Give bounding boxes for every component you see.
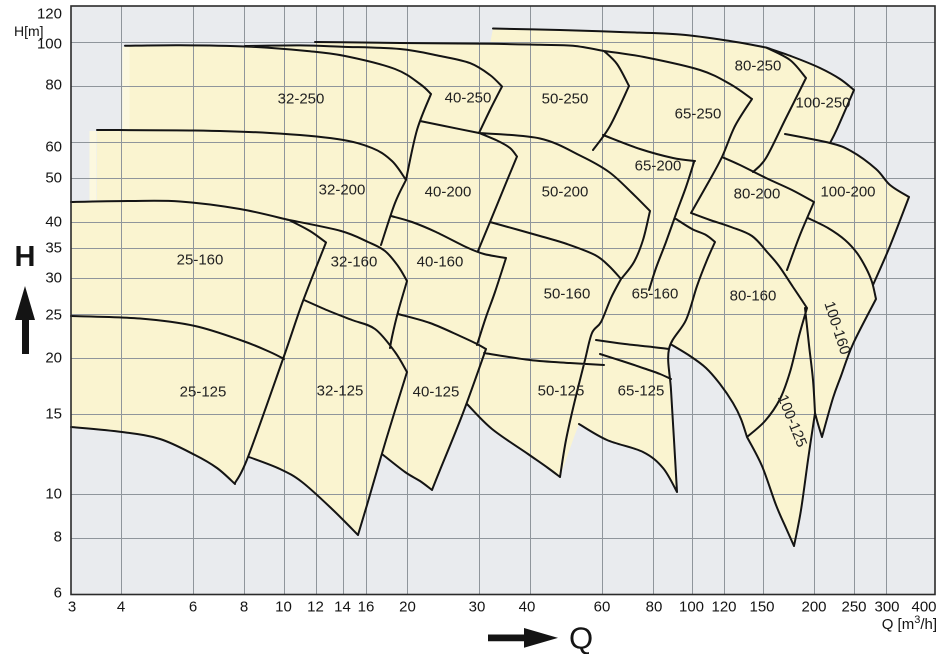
svg-text:3: 3 [68, 599, 76, 616]
svg-text:20: 20 [45, 350, 62, 367]
svg-text:50: 50 [45, 170, 62, 187]
svg-text:25-160: 25-160 [177, 252, 224, 269]
svg-text:80: 80 [646, 599, 663, 616]
svg-text:150: 150 [749, 599, 774, 616]
svg-text:50-125: 50-125 [538, 383, 585, 400]
svg-text:65-200: 65-200 [635, 158, 682, 175]
svg-text:50-250: 50-250 [542, 91, 589, 108]
svg-text:40: 40 [519, 599, 536, 616]
svg-text:H: H [15, 241, 36, 273]
svg-text:6: 6 [189, 599, 197, 616]
svg-text:6: 6 [54, 585, 62, 602]
svg-text:100: 100 [37, 36, 62, 53]
svg-text:50-160: 50-160 [544, 286, 591, 303]
svg-text:100-200: 100-200 [820, 184, 875, 201]
svg-text:400: 400 [911, 599, 936, 616]
svg-text:10: 10 [45, 486, 62, 503]
svg-text:35: 35 [45, 240, 62, 257]
svg-text:40-200: 40-200 [425, 184, 472, 201]
svg-text:10: 10 [275, 599, 292, 616]
svg-text:80: 80 [45, 77, 62, 94]
svg-text:100: 100 [679, 599, 704, 616]
svg-text:40-250: 40-250 [445, 90, 492, 107]
svg-text:80-250: 80-250 [735, 58, 782, 75]
svg-text:65-125: 65-125 [618, 383, 665, 400]
svg-text:50-200: 50-200 [542, 184, 589, 201]
svg-text:65-250: 65-250 [675, 106, 722, 123]
svg-text:32-200: 32-200 [319, 182, 366, 199]
svg-text:8: 8 [54, 529, 62, 546]
svg-text:100-250: 100-250 [795, 95, 850, 112]
svg-text:80-160: 80-160 [730, 288, 777, 305]
svg-text:16: 16 [358, 599, 375, 616]
svg-text:25: 25 [45, 307, 62, 324]
svg-text:32-250: 32-250 [278, 91, 325, 108]
svg-text:8: 8 [240, 599, 248, 616]
svg-text:40-125: 40-125 [413, 384, 460, 401]
svg-text:250: 250 [841, 599, 866, 616]
svg-text:4: 4 [117, 599, 125, 616]
svg-text:120: 120 [37, 6, 62, 23]
svg-text:60: 60 [45, 139, 62, 156]
svg-text:32-125: 32-125 [317, 383, 364, 400]
svg-text:200: 200 [801, 599, 826, 616]
svg-text:Q [m3/h]: Q [m3/h] [882, 614, 937, 633]
svg-text:80-200: 80-200 [734, 186, 781, 203]
svg-text:Q: Q [569, 621, 593, 655]
svg-text:40: 40 [45, 214, 62, 231]
svg-text:30: 30 [45, 270, 62, 287]
svg-text:H[m]: H[m] [14, 23, 44, 39]
svg-text:30: 30 [469, 599, 486, 616]
svg-text:12: 12 [307, 599, 324, 616]
svg-text:65-160: 65-160 [632, 286, 679, 303]
svg-text:32-160: 32-160 [331, 254, 378, 271]
svg-text:60: 60 [594, 599, 611, 616]
svg-text:20: 20 [399, 599, 416, 616]
svg-text:14: 14 [334, 599, 351, 616]
svg-text:300: 300 [874, 599, 899, 616]
svg-text:40-160: 40-160 [417, 254, 464, 271]
svg-text:120: 120 [711, 599, 736, 616]
svg-text:25-125: 25-125 [180, 384, 227, 401]
svg-text:15: 15 [45, 406, 62, 423]
